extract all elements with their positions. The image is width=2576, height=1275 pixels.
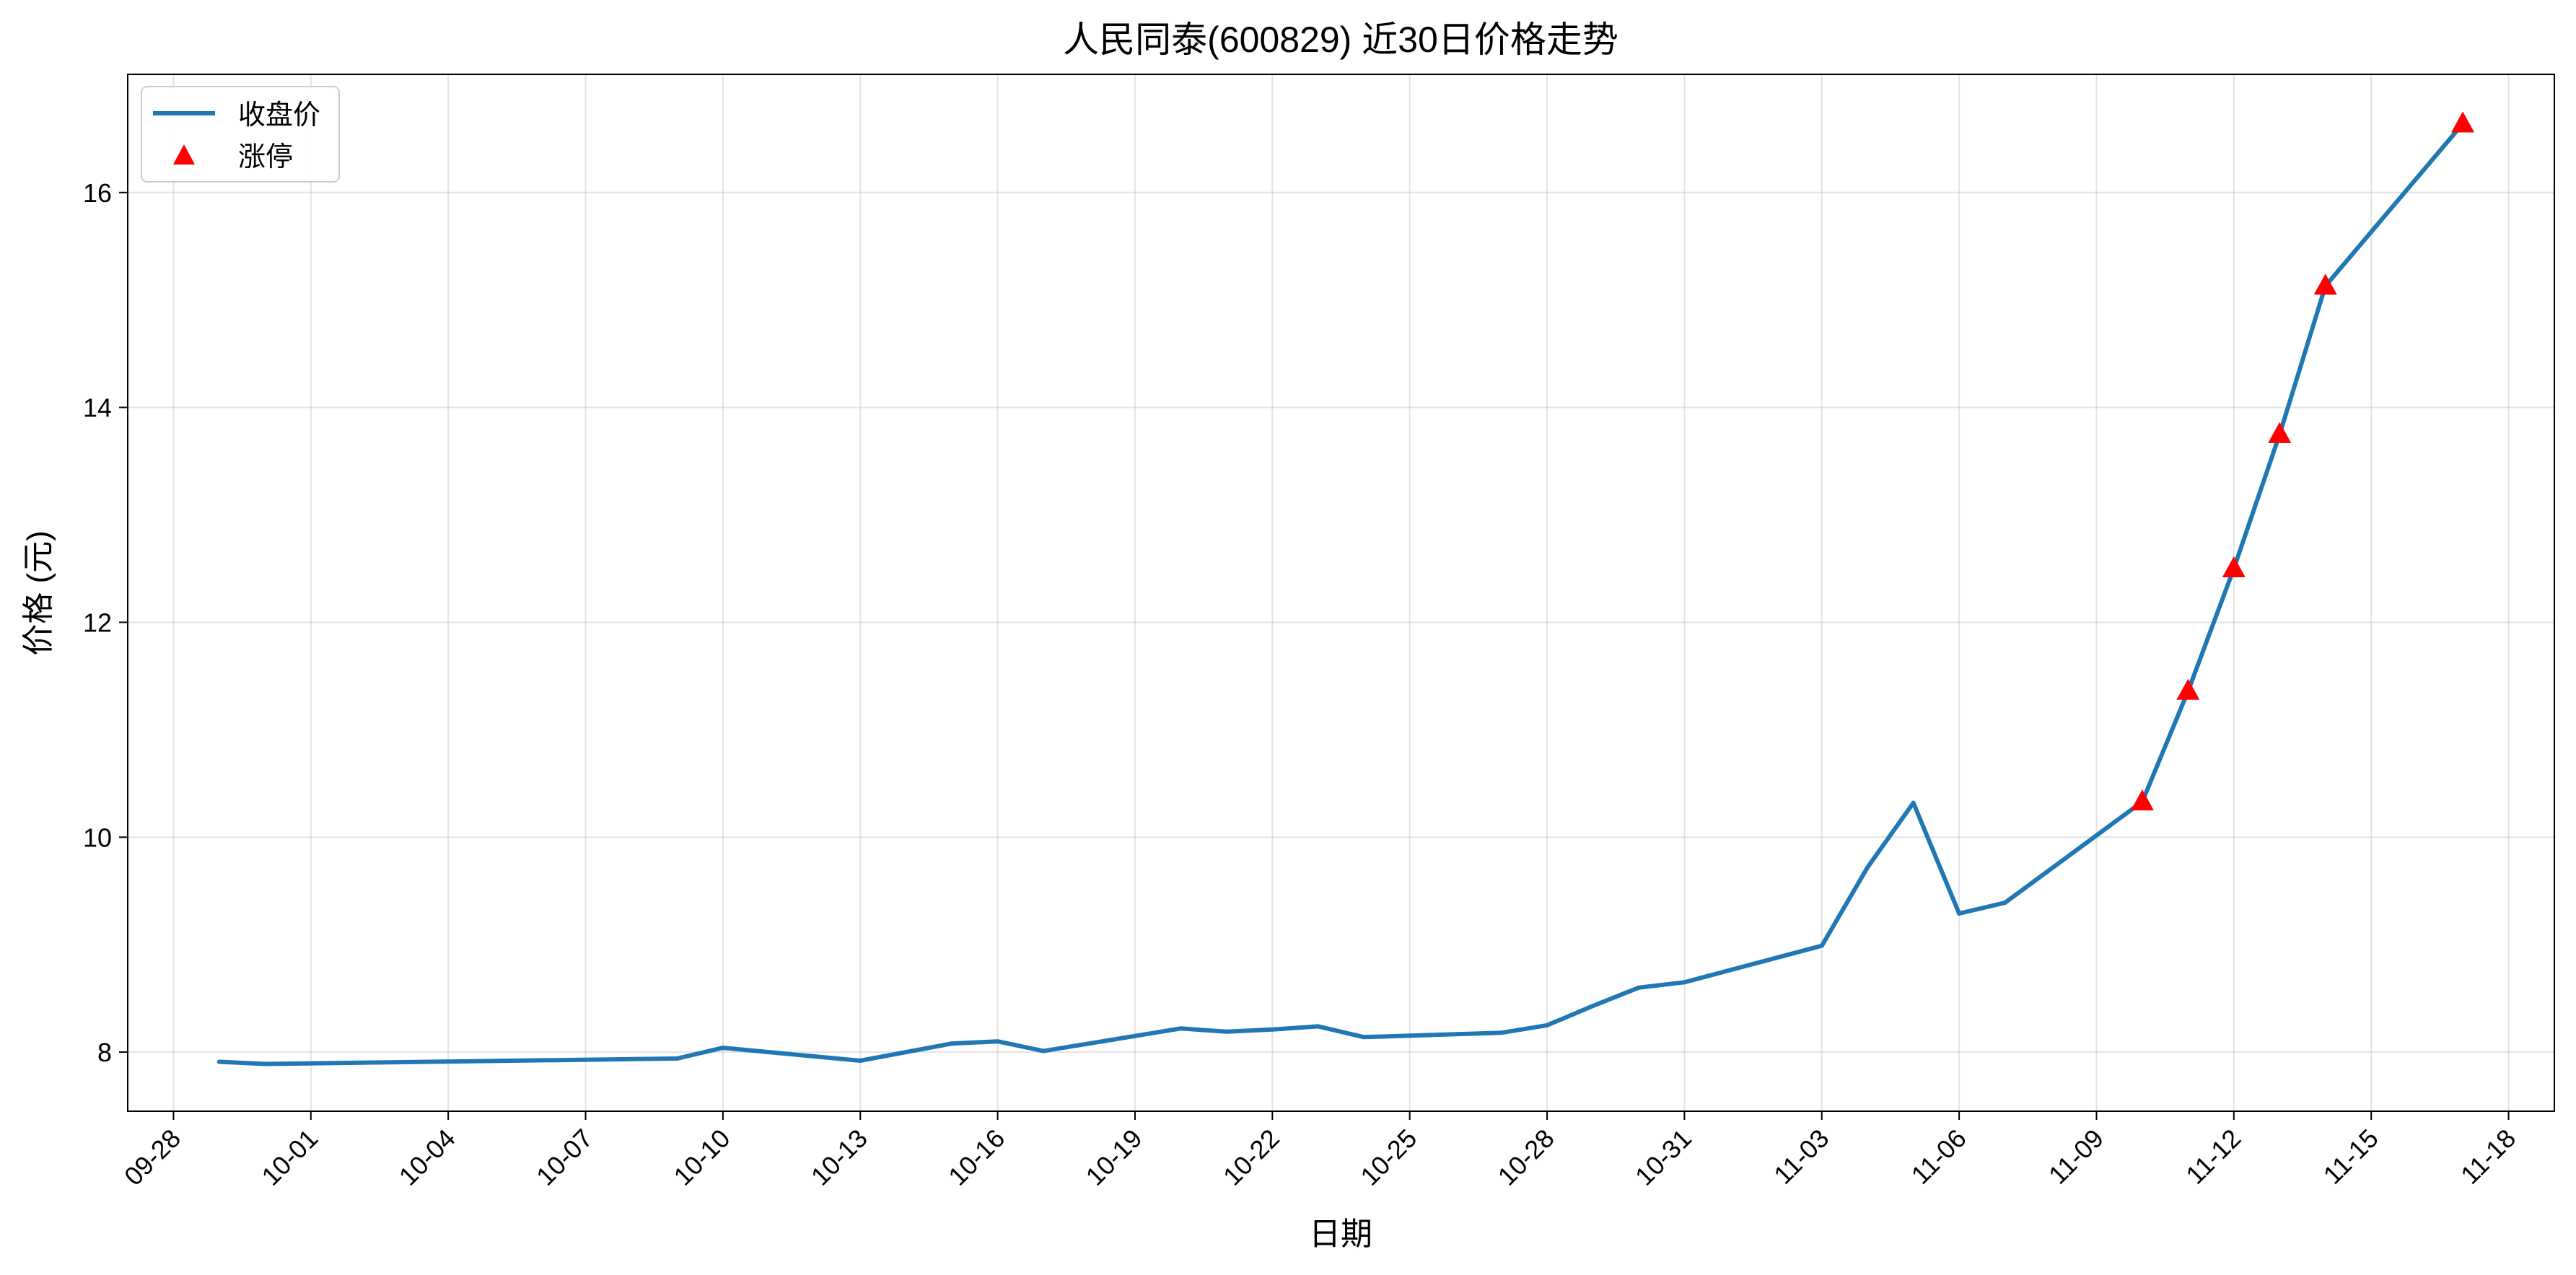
- close-price-point: [216, 1059, 222, 1064]
- limit-up-marker: [2130, 789, 2154, 811]
- close-price-point: [1819, 943, 1824, 948]
- plot-frame: [127, 74, 2555, 1112]
- close-price-point: [1270, 1027, 1275, 1032]
- close-price-point: [1636, 985, 1641, 990]
- close-price-point: [675, 1056, 680, 1061]
- close-price-point: [1911, 800, 1916, 805]
- chart-title: 人民同泰(600829) 近30日价格走势: [1063, 19, 1618, 60]
- plot-data: [216, 111, 2475, 1066]
- close-price-point: [1224, 1029, 1229, 1034]
- x-axis-label: 日期: [1309, 1217, 1372, 1252]
- grid: [128, 74, 2554, 1111]
- y-axis-label: 价格 (元): [21, 530, 56, 656]
- legend: 收盘价 涨停: [141, 86, 340, 183]
- legend-triangle-swatch: [173, 144, 195, 165]
- close-price-point: [1957, 911, 1962, 916]
- close-price-point: [950, 1041, 955, 1046]
- close-price-point: [263, 1061, 268, 1066]
- legend-label-limit-up: 涨停: [238, 142, 293, 172]
- close-price-point: [720, 1046, 725, 1051]
- limit-up-marker: [2451, 111, 2475, 133]
- close-price-point: [1545, 1022, 1550, 1028]
- close-price-point: [1041, 1048, 1046, 1053]
- close-price-point: [995, 1039, 1000, 1044]
- close-price-point: [1590, 1004, 1595, 1009]
- y-tick-label: 16: [83, 178, 112, 208]
- close-price-point: [1362, 1035, 1367, 1040]
- limit-up-marker: [2222, 556, 2246, 577]
- close-price-point: [1499, 1030, 1504, 1035]
- legend-label-close: 收盘价: [238, 100, 320, 131]
- limit-up-marker: [2268, 421, 2292, 443]
- y-tick-label: 14: [83, 393, 112, 423]
- y-tick-label: 10: [83, 823, 112, 852]
- close-price-point: [858, 1059, 863, 1064]
- close-price-point: [1682, 980, 1687, 985]
- close-price-point: [1178, 1026, 1183, 1031]
- close-price-point: [1865, 864, 1870, 869]
- close-price-point: [2002, 901, 2007, 906]
- y-tick-label: 12: [83, 608, 112, 637]
- limit-up-marker: [2313, 273, 2337, 295]
- limit-up-marker: [2176, 678, 2200, 700]
- close-price-point: [1315, 1024, 1320, 1029]
- y-tick-label: 8: [97, 1038, 112, 1067]
